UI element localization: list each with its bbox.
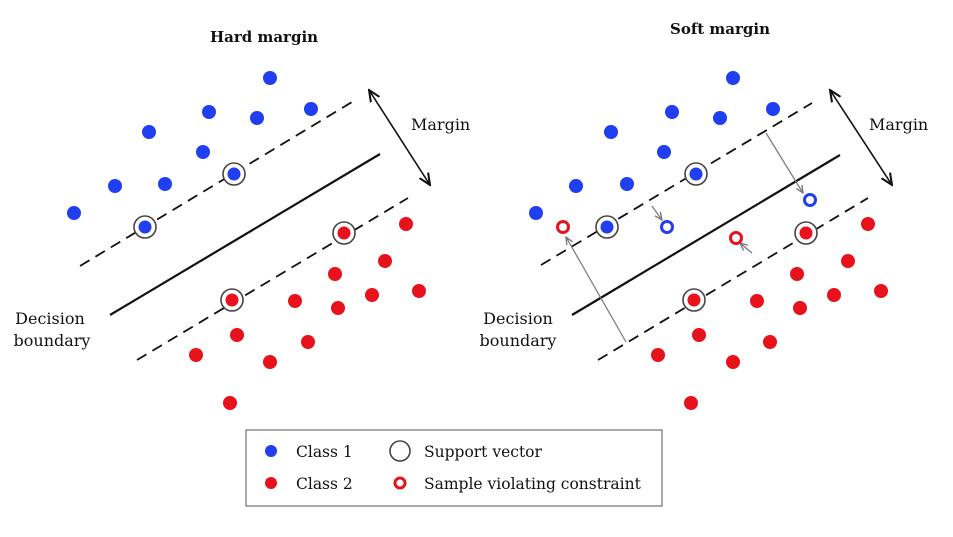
class2-point [223, 396, 237, 410]
class2-violating-samples [556, 220, 743, 245]
class1-point [713, 111, 727, 125]
hard-margin-title: Hard margin [210, 28, 318, 46]
violating-class1-sample [803, 193, 817, 207]
class1-point [689, 167, 703, 181]
legend-box [245, 429, 663, 507]
margin-arrow [830, 90, 892, 185]
class2-point [841, 254, 855, 268]
class2-support-vectors [682, 221, 818, 312]
class2-point [763, 335, 777, 349]
class1-point [202, 105, 216, 119]
violating-class2-sample [556, 220, 570, 234]
decision-boundary-label-line1: Decision [483, 309, 553, 328]
class2-point [874, 284, 888, 298]
class1-legend-label: Class 1 [296, 443, 353, 461]
class2-point [225, 293, 239, 307]
class2-point [365, 288, 379, 302]
violating-legend-marker [393, 476, 407, 490]
class2-point [750, 294, 764, 308]
class2-point [799, 226, 813, 240]
class2-point [827, 288, 841, 302]
decision-boundary-label-line1: Decision [15, 309, 85, 328]
class1-point [196, 145, 210, 159]
class2-point [687, 293, 701, 307]
class2-point [793, 301, 807, 315]
class2-point [651, 348, 665, 362]
class1-point [766, 102, 780, 116]
class1-violating-samples [660, 193, 817, 234]
violation-arrow [651, 205, 662, 220]
class1-point [304, 102, 318, 116]
violating-class1-sample [660, 220, 674, 234]
class2-point [301, 335, 315, 349]
class1-point [569, 179, 583, 193]
soft-margin-panel: Soft margin Margin Decision boundary [480, 20, 928, 410]
class1-point [600, 220, 614, 234]
margin-label: Margin [411, 115, 470, 134]
decision-boundary-line [109, 153, 381, 316]
class1-point [108, 179, 122, 193]
lower-margin-line [136, 197, 409, 361]
class2-point [692, 328, 706, 342]
class1-point [227, 167, 241, 181]
class2-point [288, 294, 302, 308]
lower-margin-line [597, 197, 869, 361]
class2-points [651, 217, 888, 410]
class1-point [726, 71, 740, 85]
violating-class2-sample [729, 231, 743, 245]
violating-legend-label: Sample violating constraint [424, 475, 642, 493]
class1-point [138, 220, 152, 234]
class1-point [263, 71, 277, 85]
legend: Class 1 Class 2 Support vector Sample vi… [245, 429, 663, 507]
support-vector-legend-marker [389, 440, 411, 462]
class2-point [189, 348, 203, 362]
violation-arrow [566, 237, 627, 343]
decision-boundary-label-line2: boundary [14, 331, 91, 350]
class1-support-vectors [133, 162, 246, 239]
class2-point [399, 217, 413, 231]
class2-point [331, 301, 345, 315]
class1-points [67, 71, 318, 220]
margin-arrow [369, 90, 430, 185]
class1-point [657, 145, 671, 159]
class1-points [529, 71, 780, 220]
soft-margin-title: Soft margin [670, 20, 770, 38]
class2-point [263, 355, 277, 369]
class2-point [790, 267, 804, 281]
margin-label: Margin [869, 115, 928, 134]
class2-points [189, 217, 426, 410]
class1-point [250, 111, 264, 125]
class2-point [861, 217, 875, 231]
class2-legend-marker [265, 477, 277, 489]
class2-point [230, 328, 244, 342]
class1-support-vectors [595, 162, 708, 239]
class2-support-vectors [220, 221, 356, 312]
class1-point [158, 177, 172, 191]
class2-point [378, 254, 392, 268]
violation-arrows [566, 132, 803, 343]
violation-arrow [765, 132, 803, 193]
class1-point [604, 125, 618, 139]
class2-point [328, 267, 342, 281]
class2-point [726, 355, 740, 369]
class1-point [142, 125, 156, 139]
violation-arrow [740, 243, 753, 254]
support-vector-legend-label: Support vector [424, 443, 543, 461]
class2-point [684, 396, 698, 410]
class1-legend-marker [265, 445, 277, 457]
decision-boundary-label-line2: boundary [480, 331, 557, 350]
class1-point [529, 206, 543, 220]
class2-point [412, 284, 426, 298]
class1-point [665, 105, 679, 119]
class1-point [67, 206, 81, 220]
class2-legend-label: Class 2 [296, 475, 353, 493]
class2-point [337, 226, 351, 240]
class1-point [620, 177, 634, 191]
hard-margin-panel: Hard margin Margin Decision boundary [14, 28, 470, 410]
